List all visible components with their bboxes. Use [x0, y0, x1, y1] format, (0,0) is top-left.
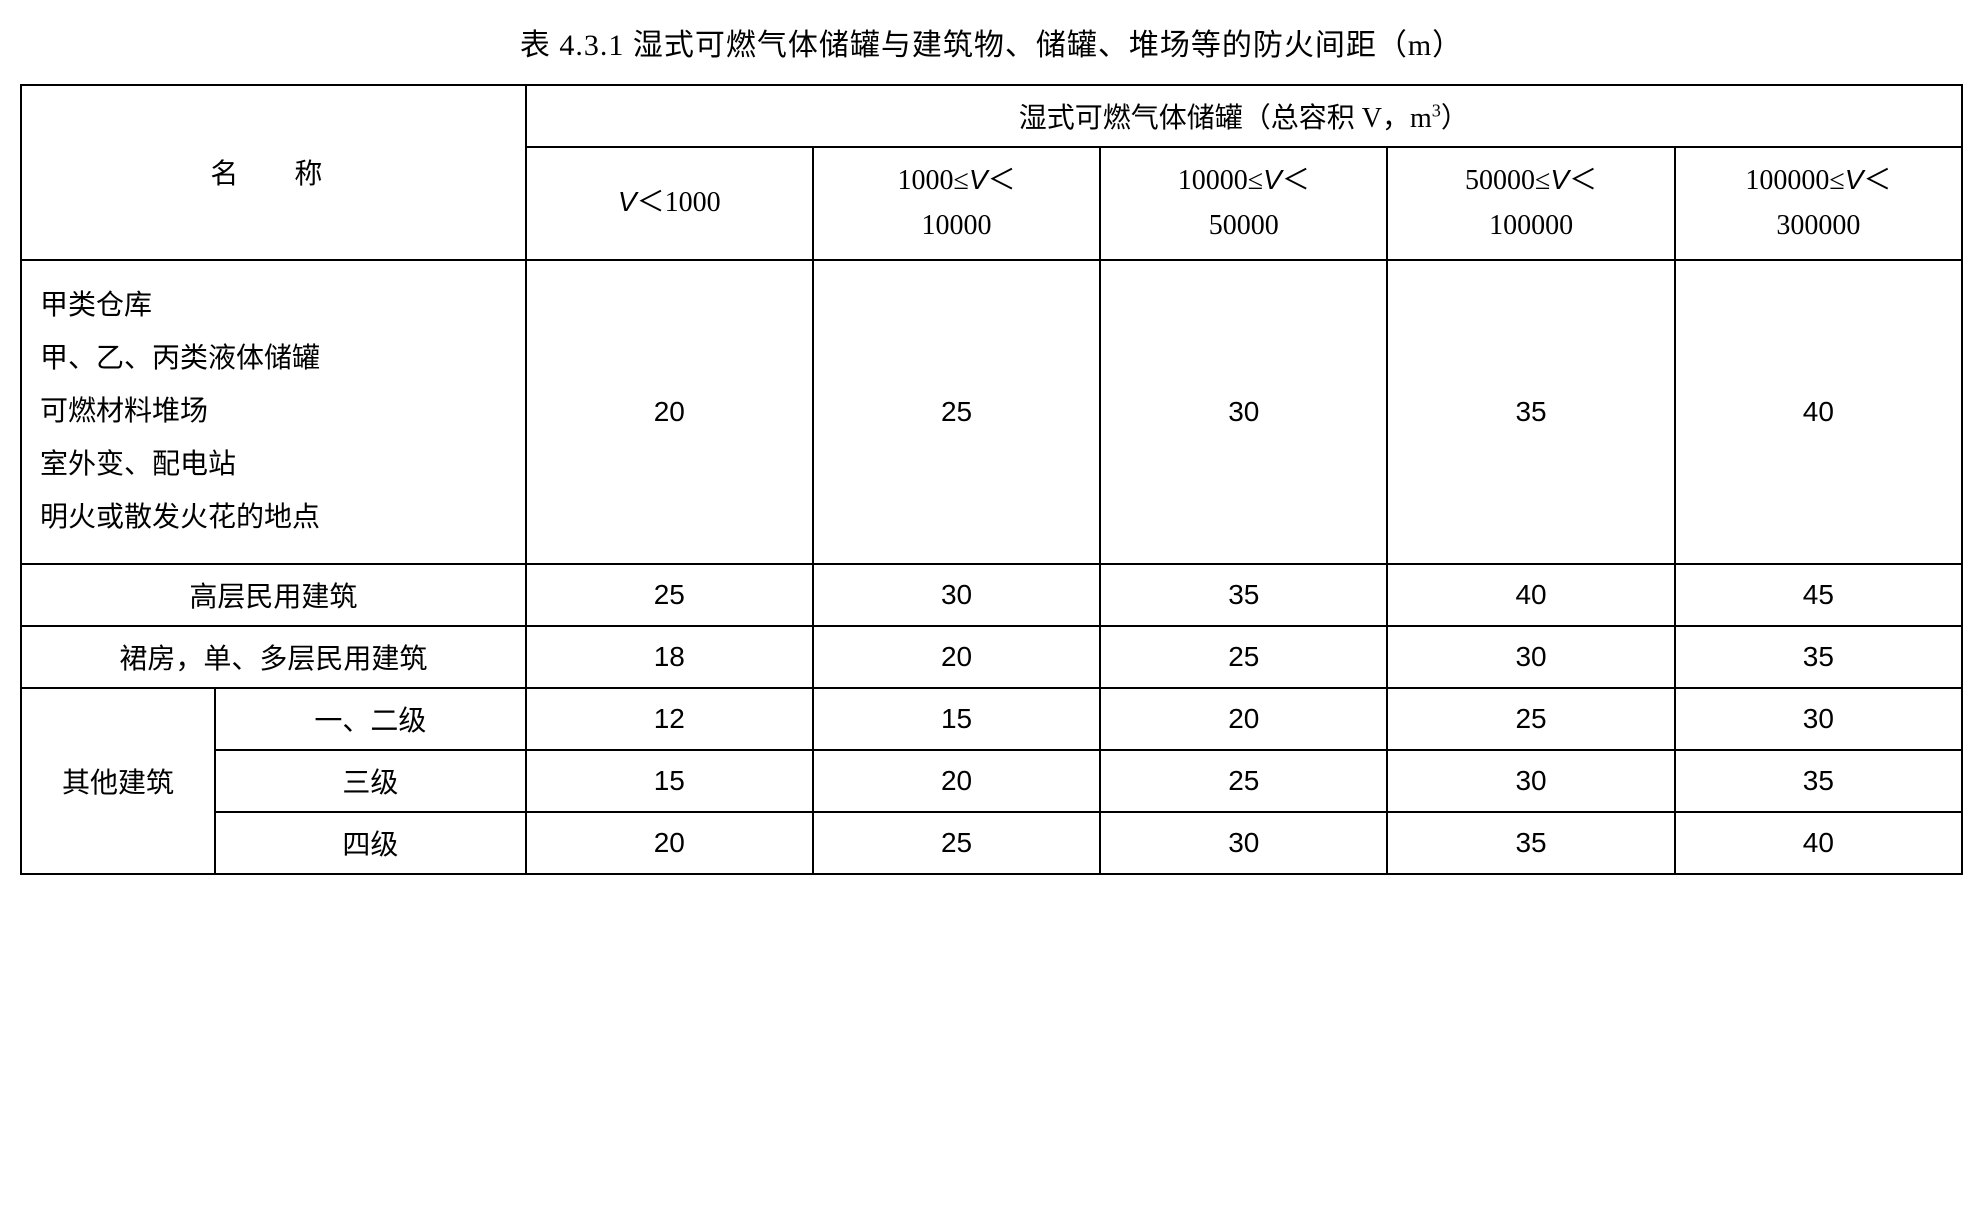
row-2-label: 裙房，单、多层民用建筑	[21, 626, 526, 688]
row0-line4: 明火或散发火花的地点	[40, 502, 320, 533]
volume-group-prefix: 湿式可燃气体储罐（总容积 V，m	[1019, 103, 1432, 134]
col3-l1: 50000≤	[1465, 165, 1550, 196]
col0-rest: ＜1000	[637, 187, 721, 218]
col4-l1: 100000≤	[1745, 165, 1844, 196]
row-1-label: 高层民用建筑	[21, 564, 526, 626]
cell: 30	[813, 564, 1100, 626]
cell: 25	[526, 564, 813, 626]
table-row: 甲类仓库 甲、乙、丙类液体储罐 可燃材料堆场 室外变、配电站 明火或散发火花的地…	[21, 260, 1962, 564]
col3-l2: 100000	[1489, 210, 1573, 241]
cell: 20	[813, 626, 1100, 688]
cell: 30	[1675, 688, 1962, 750]
cell: 20	[526, 260, 813, 564]
cell: 30	[1100, 812, 1387, 874]
cell: 20	[813, 750, 1100, 812]
cell: 20	[1100, 688, 1387, 750]
col1-rest: ＜	[988, 165, 1016, 196]
subrow-1-label: 三级	[215, 750, 526, 812]
cell: 12	[526, 688, 813, 750]
col-header-3: 50000≤V＜100000	[1387, 147, 1674, 260]
cell: 18	[526, 626, 813, 688]
col-header-1: 1000≤V＜10000	[813, 147, 1100, 260]
table-row: 四级 20 25 30 35 40	[21, 812, 1962, 874]
cell: 25	[813, 260, 1100, 564]
col4-rest: ＜	[1863, 165, 1891, 196]
col2-l1: 10000≤	[1178, 165, 1263, 196]
row0-line1: 甲、乙、丙类液体储罐	[40, 343, 320, 374]
col-header-0: V＜1000	[526, 147, 813, 260]
volume-group-header: 湿式可燃气体储罐（总容积 V，m3）	[526, 85, 1962, 147]
cell: 30	[1387, 626, 1674, 688]
cell: 25	[1387, 688, 1674, 750]
fire-distance-table: 名 称 湿式可燃气体储罐（总容积 V，m3） V＜1000 1000≤V＜100…	[20, 84, 1963, 875]
col-header-4: 100000≤V＜300000	[1675, 147, 1962, 260]
col4-l2: 300000	[1776, 210, 1860, 241]
row0-line2: 可燃材料堆场	[40, 396, 208, 427]
col-header-2: 10000≤V＜50000	[1100, 147, 1387, 260]
table-row: 高层民用建筑 25 30 35 40 45	[21, 564, 1962, 626]
col3-rest: ＜	[1569, 165, 1597, 196]
cell: 25	[1100, 750, 1387, 812]
header-row-1: 名 称 湿式可燃气体储罐（总容积 V，m3）	[21, 85, 1962, 147]
volume-group-suffix: ）	[1441, 103, 1469, 134]
row0-line3: 室外变、配电站	[40, 449, 236, 480]
table-row: 裙房，单、多层民用建筑 18 20 25 30 35	[21, 626, 1962, 688]
col2-rest: ＜	[1282, 165, 1310, 196]
volume-cubed: 3	[1432, 101, 1441, 121]
subrow-2-label: 四级	[215, 812, 526, 874]
cell: 45	[1675, 564, 1962, 626]
cell: 25	[813, 812, 1100, 874]
cell: 15	[813, 688, 1100, 750]
col1-l2: 10000	[922, 210, 992, 241]
cell: 20	[526, 812, 813, 874]
name-header-text: 名 称	[210, 159, 336, 190]
cell: 30	[1100, 260, 1387, 564]
cell: 40	[1387, 564, 1674, 626]
cell: 35	[1387, 260, 1674, 564]
cell: 40	[1675, 260, 1962, 564]
subrow-0-label: 一、二级	[215, 688, 526, 750]
cell: 30	[1387, 750, 1674, 812]
cell: 15	[526, 750, 813, 812]
cell: 35	[1100, 564, 1387, 626]
row-0-label: 甲类仓库 甲、乙、丙类液体储罐 可燃材料堆场 室外变、配电站 明火或散发火花的地…	[21, 260, 526, 564]
cell: 25	[1100, 626, 1387, 688]
col1-l1: 1000≤	[898, 165, 969, 196]
cell: 35	[1675, 626, 1962, 688]
table-row: 其他建筑 一、二级 12 15 20 25 30	[21, 688, 1962, 750]
cell: 35	[1387, 812, 1674, 874]
name-header: 名 称	[21, 85, 526, 260]
cell: 40	[1675, 812, 1962, 874]
group-label: 其他建筑	[21, 688, 215, 874]
table-row: 三级 15 20 25 30 35	[21, 750, 1962, 812]
col2-l2: 50000	[1209, 210, 1279, 241]
row0-line0: 甲类仓库	[40, 290, 152, 321]
cell: 35	[1675, 750, 1962, 812]
table-title: 表 4.3.1 湿式可燃气体储罐与建筑物、储罐、堆场等的防火间距（m）	[20, 20, 1963, 64]
